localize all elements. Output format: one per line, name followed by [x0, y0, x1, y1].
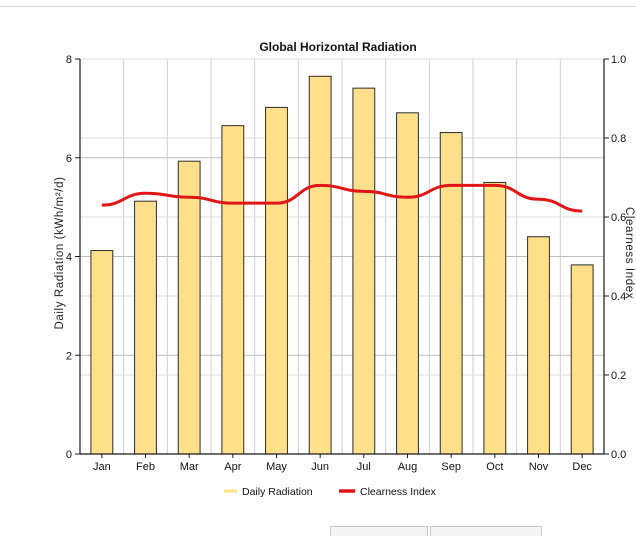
- y2-tick-label: 0.2: [611, 370, 626, 382]
- x-tick-label-nov: Nov: [529, 461, 549, 473]
- x-tick-label-dec: Dec: [572, 461, 592, 473]
- y2-tick-label: 1.0: [611, 54, 626, 66]
- bar-feb: [135, 201, 157, 454]
- x-tick-label-feb: Feb: [136, 461, 155, 473]
- x-tick-label-sep: Sep: [441, 461, 461, 473]
- bar-apr: [222, 126, 244, 454]
- bar-jul: [353, 88, 375, 454]
- bar-nov: [528, 237, 550, 454]
- y2-axis-label: Clearness Index: [623, 207, 635, 299]
- legend-label-daily-radiation: Daily Radiation: [242, 486, 313, 498]
- y-axis-label: Daily Radiation (kWh/m²/d): [54, 177, 66, 330]
- x-tick-label-apr: Apr: [224, 461, 241, 473]
- bar-jan: [91, 251, 113, 454]
- legend: Daily Radiation Clearness Index: [224, 486, 437, 498]
- x-tick-label-jul: Jul: [357, 461, 371, 473]
- y-tick-label: 0: [66, 449, 72, 461]
- x-tick-label-aug: Aug: [398, 461, 418, 473]
- x-tick-label-oct: Oct: [486, 461, 503, 473]
- y-tick-label: 8: [66, 54, 72, 66]
- x-tick-label-jan: Jan: [93, 461, 111, 473]
- bar-aug: [397, 113, 419, 454]
- x-tick-label-jun: Jun: [311, 461, 329, 473]
- y-tick-label: 4: [66, 252, 72, 264]
- bar-jun: [309, 76, 331, 454]
- bar-dec: [571, 265, 593, 454]
- bar-sep: [440, 133, 462, 454]
- y-tick-label: 6: [66, 153, 72, 165]
- chart-title: Global Horizontal Radiation: [259, 40, 416, 54]
- legend-label-clearness-index: Clearness Index: [360, 486, 437, 498]
- bar-oct: [484, 182, 506, 454]
- bar-mar: [178, 161, 200, 454]
- bar-may: [266, 107, 288, 454]
- y2-tick-label: 0.8: [611, 133, 626, 145]
- x-tick-label-mar: Mar: [180, 461, 199, 473]
- x-tick-label-may: May: [266, 461, 287, 473]
- y2-tick-label: 0.0: [611, 449, 626, 461]
- y-tick-label: 2: [66, 350, 72, 362]
- grid-lines: [80, 59, 604, 454]
